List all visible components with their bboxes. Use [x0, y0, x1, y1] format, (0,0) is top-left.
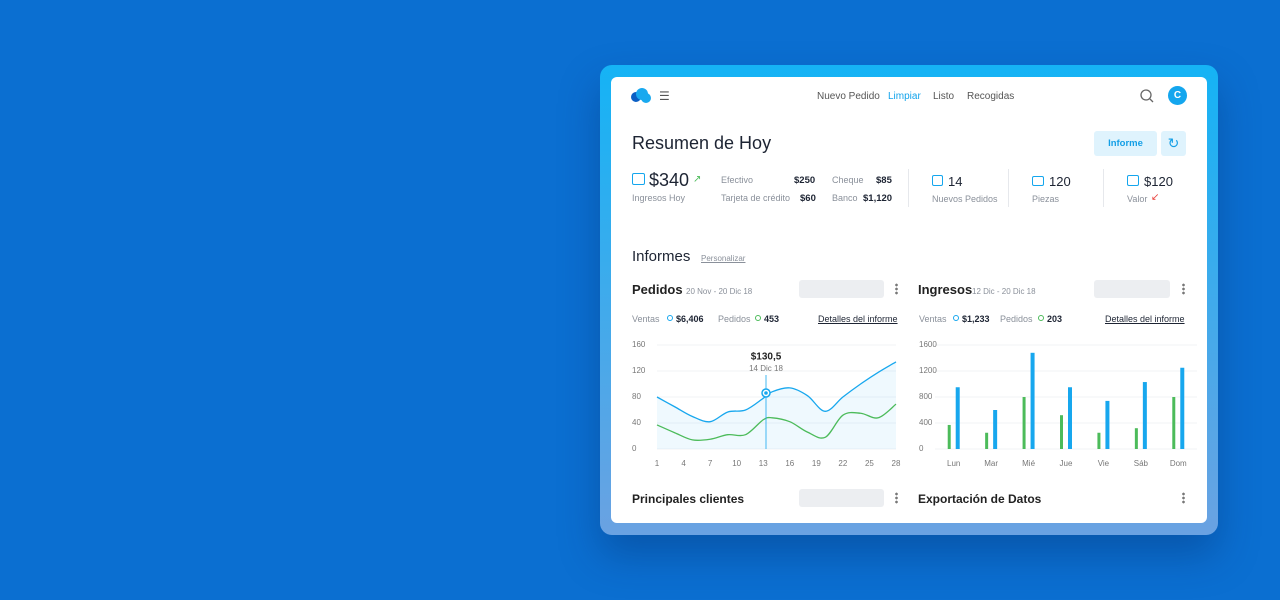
- legend-label: Ventas: [919, 314, 947, 324]
- panel-title: Principales clientes: [632, 492, 745, 506]
- legend-label: Pedidos: [1000, 314, 1033, 324]
- breakdown-label: Banco: [832, 193, 858, 203]
- icon: [632, 173, 645, 185]
- income-value: $340: [649, 170, 690, 190]
- breakdown-label: Cheque: [832, 175, 864, 185]
- panel-title: Pedidos: [632, 282, 683, 297]
- panel-title: Exportación de Datos: [918, 492, 1042, 506]
- breakdown-value: $85: [876, 175, 892, 186]
- breakdown-value: $250: [794, 175, 816, 186]
- summary-value: 453: [764, 314, 780, 324]
- breakdown-value: $1,120: [863, 193, 893, 204]
- nav-link[interactable]: Limpiar: [888, 91, 921, 102]
- panel-subtitle: 12 Dic - 20 Dic 18: [972, 287, 1036, 296]
- legend-label: Ventas: [632, 314, 660, 324]
- more[interactable]: [895, 492, 898, 504]
- stat-value: $120: [1144, 174, 1173, 189]
- details-link[interactable]: Detalles del informe: [818, 314, 898, 324]
- panel-subtitle: 20 Nov - 20 Dic 18: [686, 287, 753, 296]
- stat-label: Valor: [1127, 194, 1148, 204]
- logo[interactable]: [629, 86, 653, 104]
- section-title: Informes: [632, 248, 691, 265]
- stat-label: Nuevos Pedidos: [932, 194, 998, 204]
- details-link[interactable]: Detalles del informe: [1105, 314, 1185, 324]
- refresh-button[interactable]: ↻: [1161, 131, 1186, 156]
- panel-title: Ingresos: [918, 282, 973, 297]
- legend-label: Pedidos: [718, 314, 751, 324]
- more[interactable]: [1182, 283, 1185, 295]
- menu[interactable]: ☰: [659, 89, 670, 103]
- search[interactable]: [1139, 88, 1155, 104]
- customize-link[interactable]: Personalizar: [701, 254, 746, 263]
- report-button[interactable]: Informe: [1094, 131, 1157, 156]
- summary-value: 203: [1047, 314, 1063, 324]
- stat-value: 120: [1049, 174, 1071, 189]
- date-select[interactable]: [1094, 280, 1170, 298]
- date-select[interactable]: [799, 489, 884, 507]
- breakdown-label: Tarjeta de crédito: [721, 193, 791, 203]
- more[interactable]: [1182, 492, 1185, 504]
- breakdown-value: $60: [800, 193, 816, 204]
- avatar[interactable]: C: [1168, 86, 1187, 105]
- nav-link[interactable]: Recogidas: [967, 91, 1015, 102]
- stat-value: 14: [948, 174, 963, 189]
- nav-link[interactable]: Nuevo Pedido: [817, 91, 880, 102]
- summary-value: $1,233: [962, 314, 990, 324]
- summary-value: $6,406: [676, 314, 704, 324]
- stat-label: Piezas: [1032, 194, 1060, 204]
- income-label: Ingresos Hoy: [632, 193, 686, 203]
- more[interactable]: [895, 283, 898, 295]
- trend-up: ↗: [693, 174, 702, 185]
- page-title: Resumen de Hoy: [632, 133, 772, 153]
- breakdown-label: Efectivo: [721, 175, 754, 185]
- nav-link[interactable]: Listo: [933, 91, 955, 102]
- date-select[interactable]: [799, 280, 884, 298]
